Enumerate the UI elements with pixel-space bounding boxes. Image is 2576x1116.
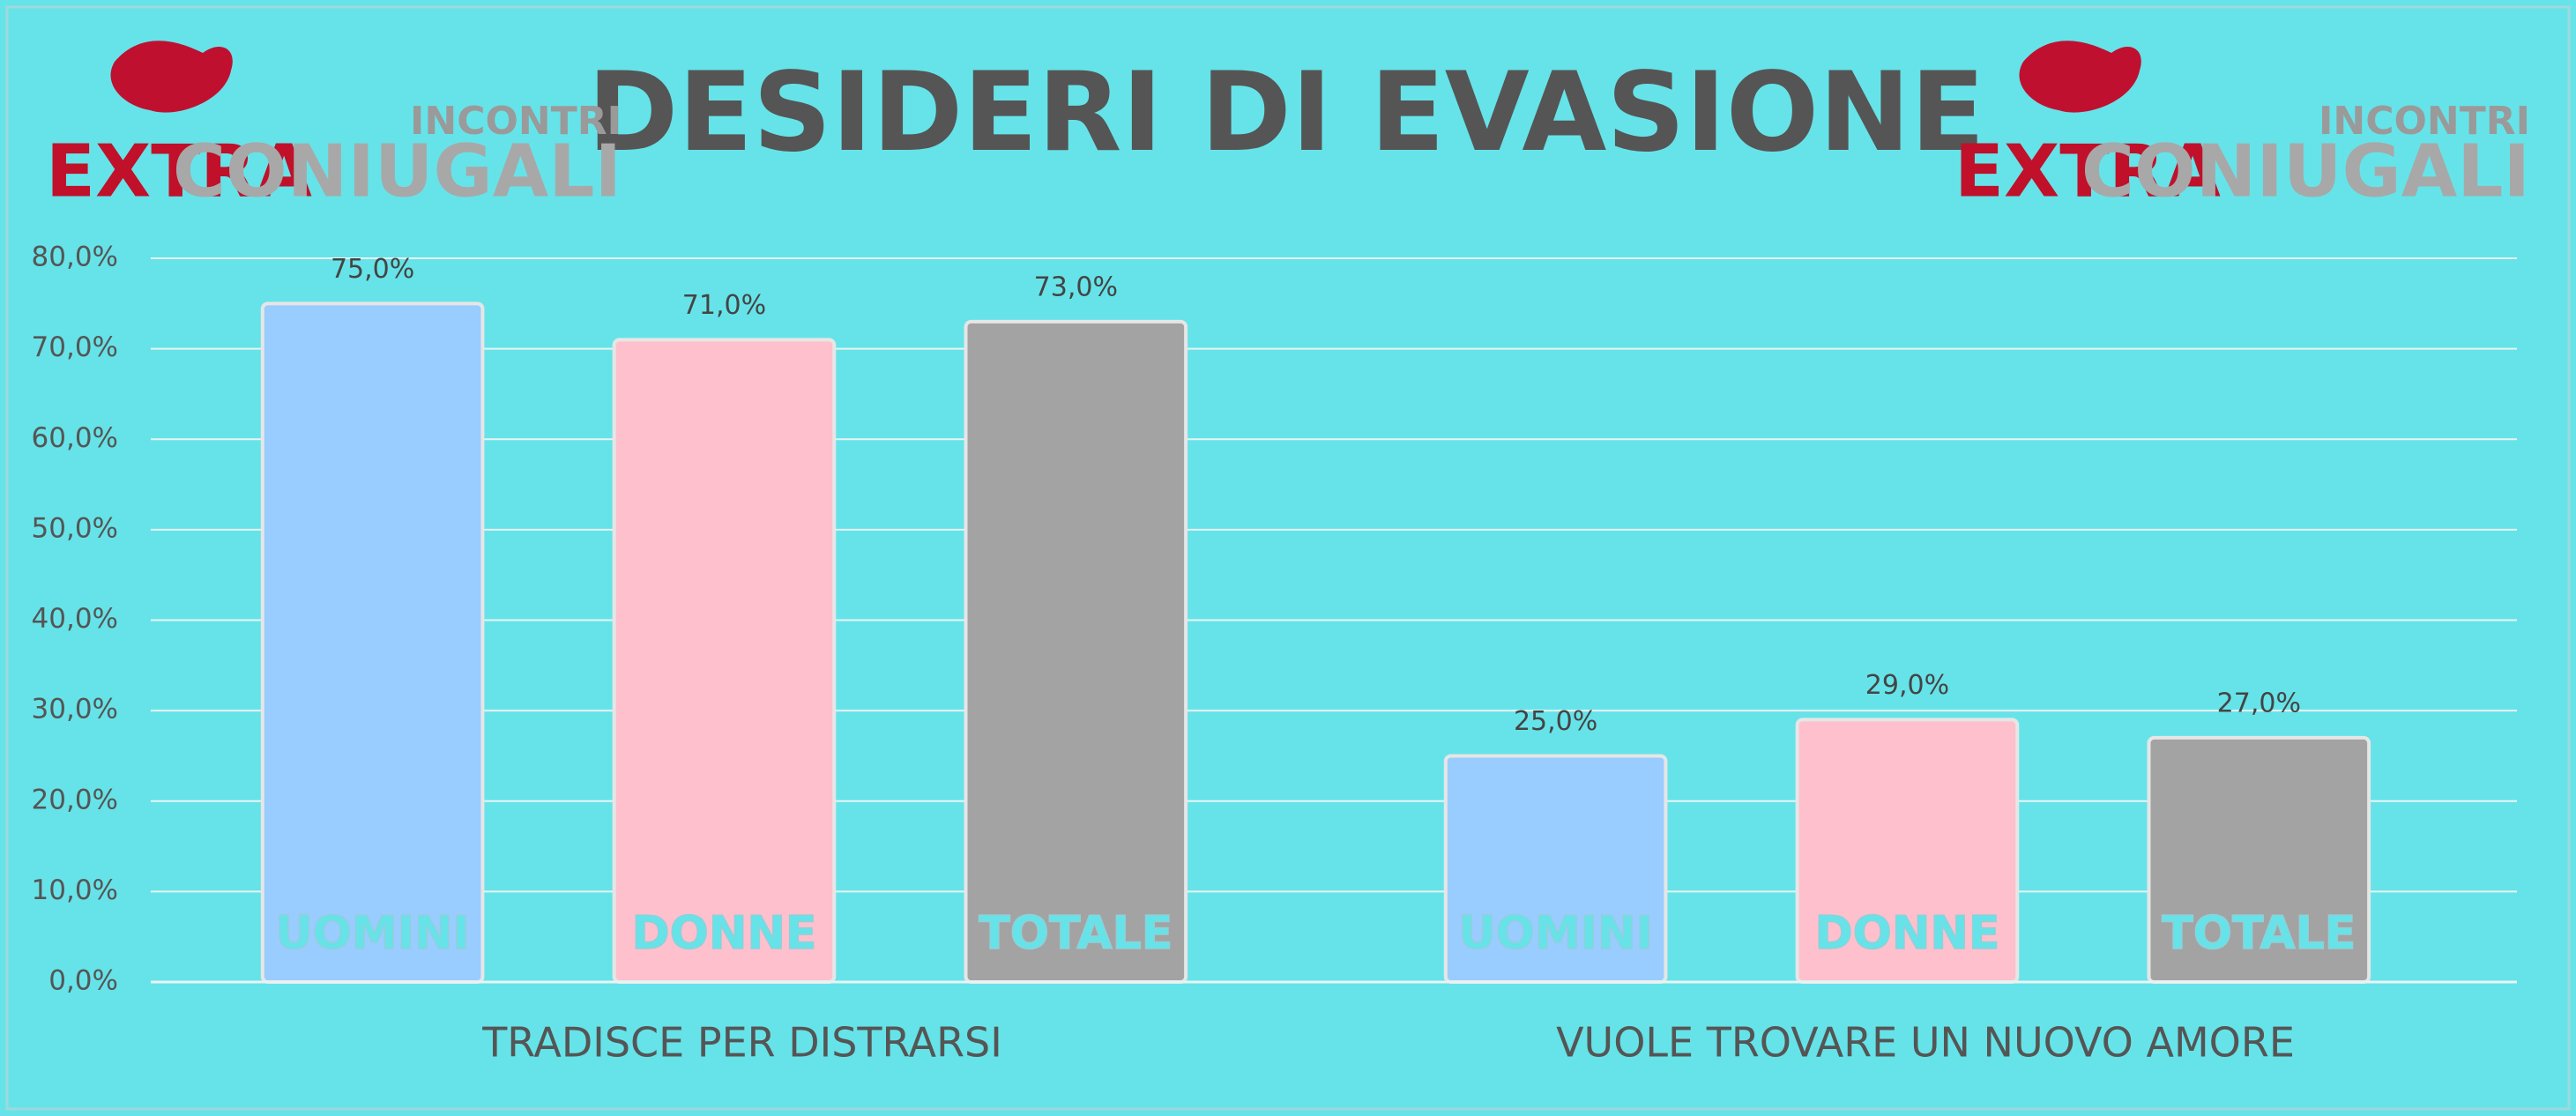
logo-right: INCONTRI EXTRA CONIUGALI [1954,41,2530,213]
y-tick-label: 0,0% [48,965,118,997]
value-label: 27,0% [2217,688,2301,718]
value-label: 73,0% [1034,272,1118,302]
y-tick-label: 10,0% [32,874,118,906]
bar [612,338,837,984]
series-label: DONNE [631,907,816,960]
y-tick-label: 80,0% [32,242,118,273]
bar [260,301,485,984]
lips-icon [2019,41,2141,113]
logo-left: INCONTRI EXTRA CONIUGALI [46,41,622,213]
value-label: 75,0% [331,254,414,285]
x-category-label: TRADISCE PER DISTRARSI [481,1019,1002,1067]
value-label: 71,0% [682,290,766,321]
logo-left-text: EXTRA [46,130,312,213]
chart-title: DESIDERI DI EVASIONE [587,49,1984,176]
series-label: TOTALE [979,907,1173,960]
frame [5,5,2571,1111]
value-label: 25,0% [1514,706,1597,737]
y-tick-label: 60,0% [32,422,118,454]
series-label: UOMINI [1458,907,1652,960]
logo-right-text: CONIUGALI [173,130,622,213]
logo-right-text: CONIUGALI [2081,130,2530,213]
y-tick-label: 20,0% [32,784,118,815]
logo-left-text: EXTRA [1954,130,2221,213]
bar [964,319,1188,984]
x-category-label: VUOLE TROVARE UN NUOVO AMORE [1556,1019,2295,1067]
series-label: TOTALE [2162,907,2356,960]
y-tick-label: 70,0% [32,331,118,363]
y-tick-label: 30,0% [32,694,118,725]
series-label: UOMINI [275,907,469,960]
y-tick-label: 50,0% [32,512,118,544]
value-label: 29,0% [1865,670,1949,701]
series-label: DONNE [1814,907,1999,960]
lips-icon [110,41,233,113]
y-tick-label: 40,0% [32,603,118,635]
logo-top: INCONTRI [410,99,622,144]
logo-top: INCONTRI [2319,99,2530,144]
